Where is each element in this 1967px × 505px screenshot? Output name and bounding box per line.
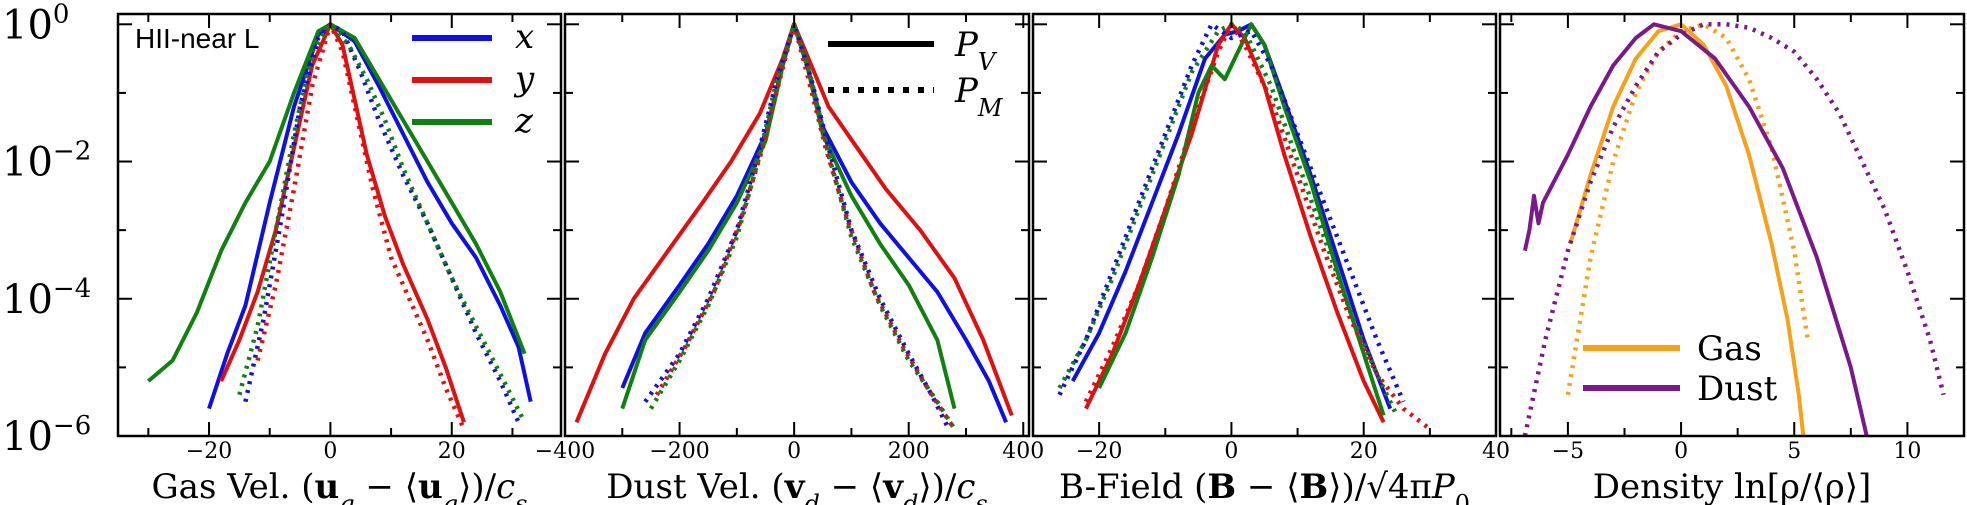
series-y-pv-line [1084,22,1386,424]
legend-label-z: z [514,101,534,141]
series-x-pv-line [1070,22,1393,410]
series-y-pv-line [574,22,1014,424]
x-axis-label: B-Field (B − ⟨B⟩)/√4πP0 [1059,467,1470,505]
x-axis-label: Dust Vel. (vd − ⟨vd⟩)/cs [606,467,987,505]
legend-label-y: y [513,59,535,99]
series-group [1057,22,1432,431]
series-z-pm-line [237,22,527,424]
legend-label-dust: Dust [1697,369,1778,409]
series-Dust-pv-line [1522,22,1869,436]
series-y-pm-line [255,22,466,431]
x-tick-label: 5 [1787,439,1801,464]
x-tick-label: 0 [1224,439,1238,464]
series-z-pv-line [1097,22,1386,417]
x-tick-label: −20 [186,439,232,464]
series-Dust-pm-line [1522,22,1946,436]
panel-1: −20 0 20 [116,12,563,464]
panel-frame [116,12,563,438]
panel-frame [1031,12,1498,438]
y-tick-label: 10−6 [2,411,91,460]
series-group [574,22,1014,431]
x-axis-label: Density ln[ρ/⟨ρ⟩] [1593,467,1872,505]
x-tick-label: 200 [888,439,930,464]
panel-frame [563,12,1031,438]
x-tick-label: −400 [535,439,595,464]
legend-label-x: x [515,17,534,57]
x-tick-label: 0 [1674,439,1688,464]
y-tick-label: 100 [2,0,69,48]
x-tick-label: 20 [438,439,466,464]
x-tick-label: 40 [1482,439,1510,464]
series-Gas-pv-line [1568,22,1806,436]
x-tick-label: 400 [1002,439,1044,464]
legend-label-P_V: PV [954,25,998,76]
series-x-pm-line [243,22,521,424]
y-tick-label: 10−2 [2,137,91,186]
x-tick-label: 0 [323,439,337,464]
x-tick-label: −200 [649,439,709,464]
series-group [1522,22,1946,436]
series-group [147,22,533,431]
x-tick-label: 0 [787,439,801,464]
x-axis-label: Gas Vel. (ug − ⟨ug⟩)/cs [152,467,528,505]
series-x-pv-line [207,22,533,410]
x-tick-label: 10 [1893,439,1921,464]
series-x-pm-line [1057,22,1406,403]
series-x-pm-line [643,22,951,431]
legend-label-gas: Gas [1697,329,1762,369]
series-z-pm-line [648,22,957,431]
series-y-pv-line [219,22,466,423]
panel-2: −400 −200 0 200 400 [535,12,1044,464]
panel-4: −5 0 5 10 [1498,12,1966,464]
x-tick-label: −20 [1076,439,1122,464]
y-tick-label: 10−4 [2,274,91,323]
panel-frame [1498,12,1966,438]
panel-annotation: HII-near L [135,23,260,54]
x-tick-label: −5 [1552,439,1584,464]
series-y-pm-line [1083,22,1432,431]
x-tick-label: 20 [1350,439,1378,464]
legend-label-P_M: PM [954,71,1004,122]
series-y-pm-line [654,22,957,431]
panel-3: −20 0 20 40 [1031,12,1510,464]
